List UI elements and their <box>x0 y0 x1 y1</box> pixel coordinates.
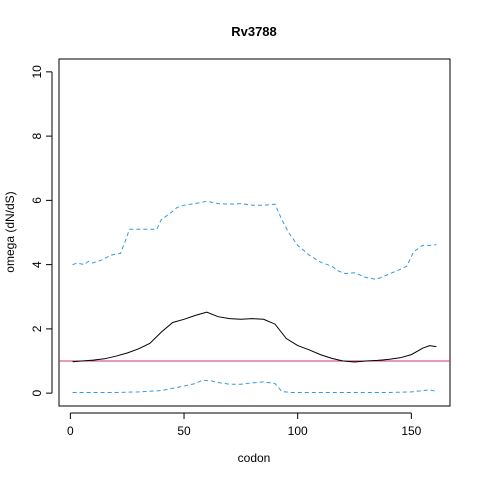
y-tick-label: 6 <box>30 197 44 204</box>
y-tick-label: 4 <box>30 261 44 268</box>
series-line-upper-bound <box>72 200 437 280</box>
y-tick-label: 10 <box>30 65 44 79</box>
plot-frame <box>58 58 451 407</box>
y-axis-label: omega (dN/dS) <box>3 191 17 272</box>
y-axis: 0 2 4 6 8 10 <box>30 65 53 396</box>
x-axis: 0 50 100 150 <box>67 412 422 438</box>
x-tick-label: 150 <box>401 424 421 438</box>
series-layer <box>72 200 437 393</box>
y-tick-label: 0 <box>30 389 44 396</box>
x-tick-label: 100 <box>288 424 308 438</box>
x-tick-label: 0 <box>67 424 74 438</box>
y-tick-label: 2 <box>30 325 44 332</box>
series-line-lower-bound <box>72 379 437 393</box>
x-axis-label: codon <box>238 451 271 465</box>
x-tick-label: 50 <box>177 424 191 438</box>
y-tick-label: 8 <box>30 132 44 139</box>
chart-title: Rv3788 <box>231 24 277 39</box>
series-line-estimate <box>72 311 437 363</box>
